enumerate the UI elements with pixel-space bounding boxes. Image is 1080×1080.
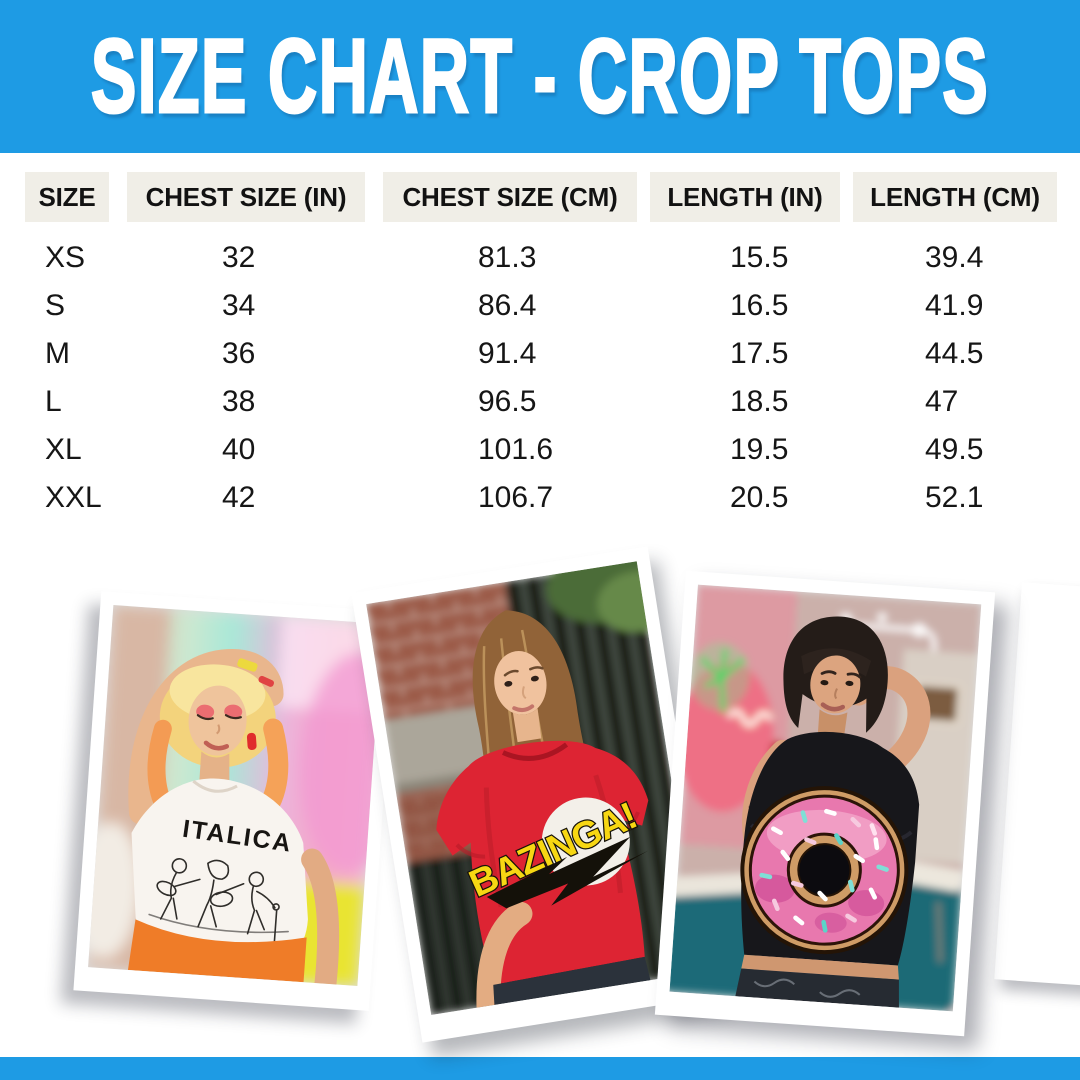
table-cell: M	[45, 337, 70, 370]
jeans	[493, 956, 651, 1005]
neck	[199, 751, 230, 782]
table-cell: 42	[222, 481, 256, 514]
midriff	[741, 954, 899, 980]
table-cell: 86.4	[478, 289, 537, 322]
table-cell: L	[45, 385, 62, 418]
lips	[820, 702, 846, 712]
lips	[512, 704, 535, 713]
table-cell: 40	[222, 433, 256, 466]
table-cell: 20.5	[730, 481, 789, 514]
table-row-xl: XL 40 101.6 19.5 49.5	[0, 426, 1080, 474]
model-middle: BAZINGA!	[436, 610, 651, 1015]
table-cell: 39.4	[925, 241, 984, 274]
table-cell: 41.9	[925, 289, 984, 322]
logo-circle	[541, 797, 630, 886]
neon-script	[727, 709, 773, 727]
table-cell: 16.5	[730, 289, 789, 322]
table-row-xs: XS 32 81.3 15.5 39.4	[0, 234, 1080, 282]
table-cell: 81.3	[478, 241, 537, 274]
table-cell: 49.5	[925, 433, 984, 466]
table-cell: 18.5	[730, 385, 789, 418]
photo-image: BAZINGA!	[366, 561, 702, 1015]
lightning-flash	[486, 836, 649, 909]
yellow-hair-clip	[237, 658, 258, 672]
table-cell: 15.5	[730, 241, 789, 274]
forearm	[476, 901, 533, 1015]
pink-eyeshadow	[196, 704, 215, 719]
booth-seat	[669, 883, 765, 998]
table-cell: 91.4	[478, 337, 537, 370]
table-cell: XL	[45, 433, 82, 466]
table-cell: 38	[222, 385, 256, 418]
title-banner: SIZE CHART - CROP TOPS	[0, 0, 1080, 153]
sprinkles	[759, 808, 889, 933]
neck	[512, 708, 542, 743]
column-header-length-cm: LENGTH (CM)	[853, 172, 1057, 222]
photo-image: ITALICA	[88, 605, 383, 986]
table-cell: 32	[222, 241, 256, 274]
table-cell: 34	[222, 289, 256, 322]
table-row-s: S 34 86.4 16.5 41.9	[0, 282, 1080, 330]
column-header-chest-cm: CHEST SIZE (CM)	[383, 172, 637, 222]
face	[188, 685, 247, 756]
table-cell: 106.7	[478, 481, 554, 514]
bazinga-model-illustration: BAZINGA!	[366, 561, 702, 1015]
table-cell: 52.1	[925, 481, 984, 514]
column-header-size: SIZE	[25, 172, 109, 222]
red-earring	[246, 732, 257, 750]
donut-graphic	[740, 786, 909, 955]
white-crop-top	[131, 778, 308, 969]
patterned-skirt	[735, 968, 899, 1008]
italica-model-illustration: ITALICA	[88, 605, 383, 986]
photo-italica-crop-top: ITALICA	[73, 591, 397, 1011]
poster-title: SIZE CHART - CROP TOPS	[90, 18, 990, 135]
table-row-l: L 38 96.5 18.5 47	[0, 378, 1080, 426]
hanging-arm	[301, 848, 340, 986]
model-right	[735, 616, 931, 1008]
neon-palm	[700, 648, 746, 714]
table-cell: 44.5	[925, 337, 984, 370]
donut-model-illustration	[669, 584, 982, 1012]
photo-edge-partial	[994, 582, 1080, 986]
orange-skirt	[127, 919, 307, 983]
footer-bar	[0, 1057, 1080, 1080]
column-header-chest-in: CHEST SIZE (IN)	[127, 172, 365, 222]
red-hair-clip	[258, 675, 275, 687]
photo-donut-crop-top	[654, 570, 996, 1037]
model-left: ITALICA	[127, 649, 340, 986]
table-cell: 101.6	[478, 433, 554, 466]
table-cell: XXL	[45, 481, 102, 514]
table-cell: 96.5	[478, 385, 537, 418]
table-cell: 17.5	[730, 337, 789, 370]
column-header-length-in: LENGTH (IN)	[650, 172, 840, 222]
table-cell: S	[45, 289, 66, 322]
table-row-m: M 36 91.4 17.5 44.5	[0, 330, 1080, 378]
table-cell: 36	[222, 337, 256, 370]
face	[810, 655, 861, 714]
table-cell: XS	[45, 241, 86, 274]
table-cell: 47	[925, 385, 959, 418]
lips	[203, 740, 230, 751]
photo-image	[669, 584, 982, 1012]
photo-bazinga-crop-top: BAZINGA!	[351, 546, 719, 1043]
table-cell: 19.5	[730, 433, 789, 466]
table-row-xxl: XXL 42 106.7 20.5 52.1	[0, 474, 1080, 522]
